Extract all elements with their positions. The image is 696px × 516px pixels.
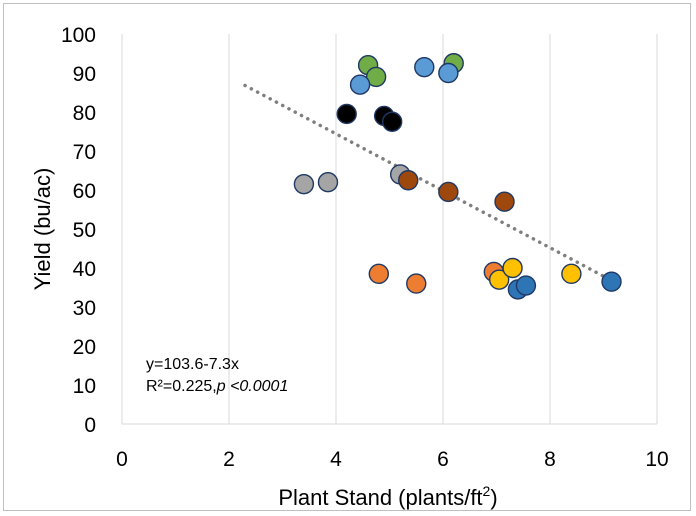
trendline (243, 83, 611, 281)
x-tick-label: 10 (645, 448, 668, 471)
x-tick-label: 2 (223, 448, 235, 471)
trendline-stats: R²=0.225,p <0.0001 (146, 378, 288, 395)
y-tick-label: 20 (73, 336, 96, 359)
data-point (317, 171, 339, 193)
data-point (406, 273, 427, 294)
tick-layer: 0 10 20 30 40 50 60 70 80 90 100 0 2 4 6 8 10 (61, 24, 669, 471)
x-tick-label: 8 (544, 448, 556, 471)
data-point (414, 56, 435, 78)
grid-layer (121, 34, 658, 425)
y-tick-label: 100 (61, 24, 96, 47)
r-squared-text: R²=0.225, (146, 378, 217, 395)
x-tick-label: 4 (330, 448, 342, 471)
p-value-text: p <0.0001 (216, 378, 289, 395)
x-axis-title-main: Plant Stand (plants/ft (278, 485, 482, 510)
y-tick-label: 30 (73, 297, 96, 320)
data-point (515, 275, 537, 296)
data-point (398, 170, 419, 191)
y-tick-label: 0 (84, 414, 96, 437)
trendline-equation: y=103.6-7.3x (146, 356, 239, 373)
data-point (502, 257, 523, 279)
data-point (438, 62, 459, 84)
data-point (438, 181, 459, 203)
chart-frame (3, 3, 691, 511)
data-point (488, 269, 510, 290)
y-tick-label: 10 (73, 375, 96, 398)
data-point (336, 103, 357, 125)
x-tick-label: 0 (116, 448, 128, 471)
x-axis-title-superscript: 2 (483, 483, 491, 499)
data-point (601, 271, 622, 292)
y-axis-title: Yield (bu/ac) (30, 168, 55, 291)
x-axis-title-suffix: ) (490, 485, 497, 510)
point-layer (293, 53, 622, 300)
data-point (561, 263, 582, 285)
y-tick-label: 40 (73, 258, 96, 281)
x-tick-label: 6 (437, 448, 449, 471)
x-axis-title: Plant Stand (plants/ft2) (278, 483, 497, 510)
y-tick-label: 50 (73, 219, 96, 242)
y-tick-label: 90 (73, 63, 96, 86)
y-tick-label: 80 (73, 102, 96, 125)
data-point (293, 173, 315, 195)
data-point (349, 74, 371, 95)
data-point (494, 191, 515, 212)
trend-layer (243, 83, 611, 281)
data-point (381, 111, 403, 132)
y-tick-label: 60 (73, 180, 96, 203)
data-point (368, 263, 389, 285)
y-tick-label: 70 (73, 141, 96, 164)
